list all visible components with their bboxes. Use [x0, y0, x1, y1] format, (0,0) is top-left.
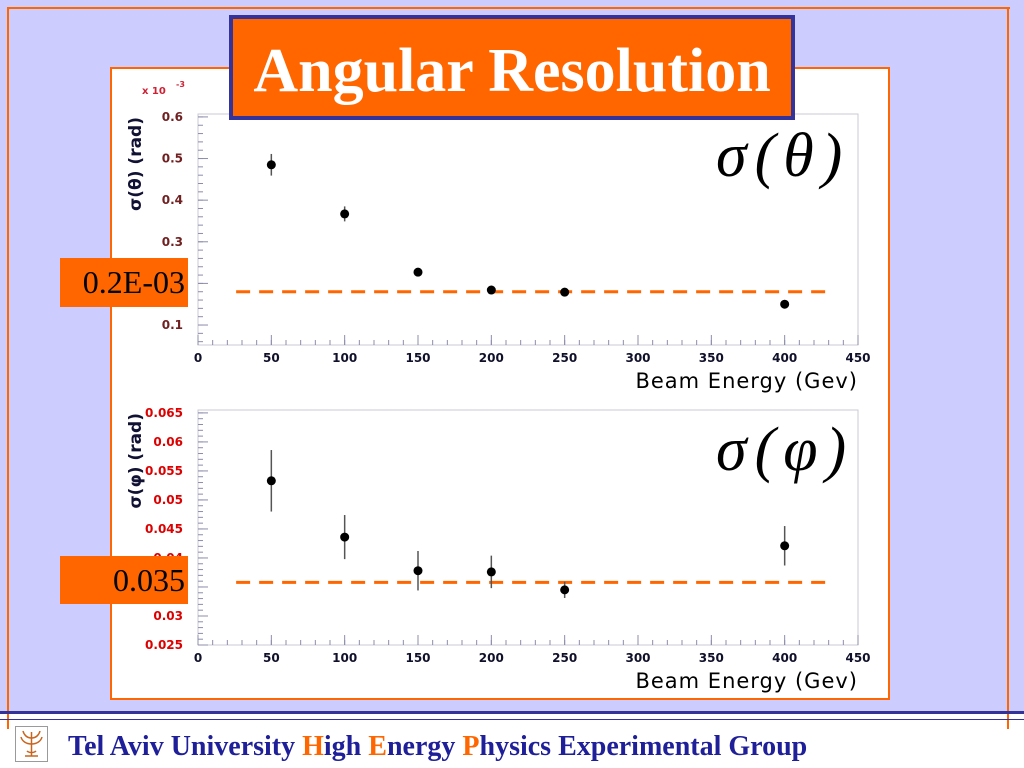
data-point	[413, 267, 423, 277]
data-point	[266, 160, 276, 170]
x-tick-label: 400	[772, 651, 797, 665]
y-tick-label: 0.05	[153, 493, 183, 507]
x-tick-label: 200	[479, 651, 504, 665]
plot-frame	[197, 409, 859, 646]
y-tick-label: 0.06	[153, 435, 183, 449]
y-tick-label: 0.5	[162, 152, 183, 166]
data-point	[413, 566, 423, 576]
footer-rule-thin	[0, 719, 1024, 720]
chart-panel	[110, 67, 890, 700]
footer-text-segment: E	[368, 731, 387, 762]
y-tick-label: 0.025	[145, 638, 183, 652]
y-axis-label: σ(θ) (rad)	[126, 117, 146, 211]
data-point	[266, 476, 276, 486]
x-tick-label: 450	[845, 651, 870, 665]
data-point	[560, 585, 570, 595]
x-axis-label: Beam Energy (Gev)	[635, 369, 858, 393]
data-point	[780, 541, 790, 551]
y-scale-multiplier: x 10	[142, 86, 166, 97]
y-tick-label: 0.4	[162, 193, 183, 207]
x-axis-label: Beam Energy (Gev)	[635, 669, 858, 693]
x-tick-label: 250	[552, 651, 577, 665]
footer-text-segment: P	[462, 731, 480, 762]
x-tick-label: 50	[263, 351, 280, 365]
y-axis-label: σ(φ) (rad)	[126, 413, 146, 509]
title-box: Angular Resolution	[229, 15, 795, 120]
x-tick-label: 300	[625, 651, 650, 665]
x-tick-label: 300	[625, 351, 650, 365]
sigma-theta-label: σ(θ)	[716, 122, 851, 190]
footer-text-segment: nergy	[386, 731, 463, 762]
x-tick-label: 200	[479, 351, 504, 365]
x-tick-label: 150	[405, 351, 430, 365]
chart-sigma-theta: 0501001502002503003504004500.10.20.30.40…	[126, 80, 871, 393]
y-tick-label: 0.1	[162, 318, 183, 332]
sigma-phi-label: σ(φ)	[716, 416, 855, 484]
y-scale-exponent: -3	[176, 80, 185, 89]
chart-sigma-phi: 0501001502002503003504004500.0250.030.03…	[126, 406, 871, 693]
footer-text-segment: H	[302, 731, 324, 762]
x-tick-label: 0	[194, 651, 202, 665]
data-point	[486, 567, 496, 577]
university-emblem-graphic	[15, 726, 48, 762]
frame-line-left	[7, 7, 9, 729]
slide-title: Angular Resolution	[253, 37, 771, 105]
x-tick-label: 100	[332, 651, 357, 665]
y-tick-label: 0.6	[162, 110, 183, 124]
data-point	[780, 299, 790, 309]
footer-text: Tel Aviv University High Energy Physics …	[68, 733, 807, 761]
x-tick-label: 350	[699, 351, 724, 365]
x-tick-label: 350	[699, 651, 724, 665]
footer-text-segment: hysics Experimental Group	[479, 731, 808, 762]
frame-line-top	[7, 7, 1010, 9]
x-tick-label: 0	[194, 351, 202, 365]
theta-reference-callout: 0.2E-03	[60, 258, 188, 307]
y-tick-label: 0.055	[145, 464, 183, 478]
university-emblem-icon	[15, 726, 48, 762]
y-tick-label: 0.045	[145, 522, 183, 536]
phi-reference-callout: 0.035	[60, 556, 188, 604]
data-point	[486, 285, 496, 295]
x-tick-label: 150	[405, 651, 430, 665]
data-point	[560, 287, 570, 297]
x-tick-label: 100	[332, 351, 357, 365]
x-tick-label: 50	[263, 651, 280, 665]
footer-text-segment: igh	[323, 731, 369, 762]
y-tick-label: 0.065	[145, 406, 183, 420]
x-tick-label: 450	[845, 351, 870, 365]
frame-line-right	[1007, 7, 1009, 729]
data-point	[340, 532, 350, 542]
footer-text-segment: Tel Aviv University	[68, 731, 303, 762]
data-point	[340, 209, 350, 219]
footer-rule-thick	[0, 711, 1024, 714]
y-tick-label: 0.3	[162, 235, 183, 249]
x-tick-label: 400	[772, 351, 797, 365]
y-tick-label: 0.03	[153, 609, 183, 623]
x-tick-label: 250	[552, 351, 577, 365]
